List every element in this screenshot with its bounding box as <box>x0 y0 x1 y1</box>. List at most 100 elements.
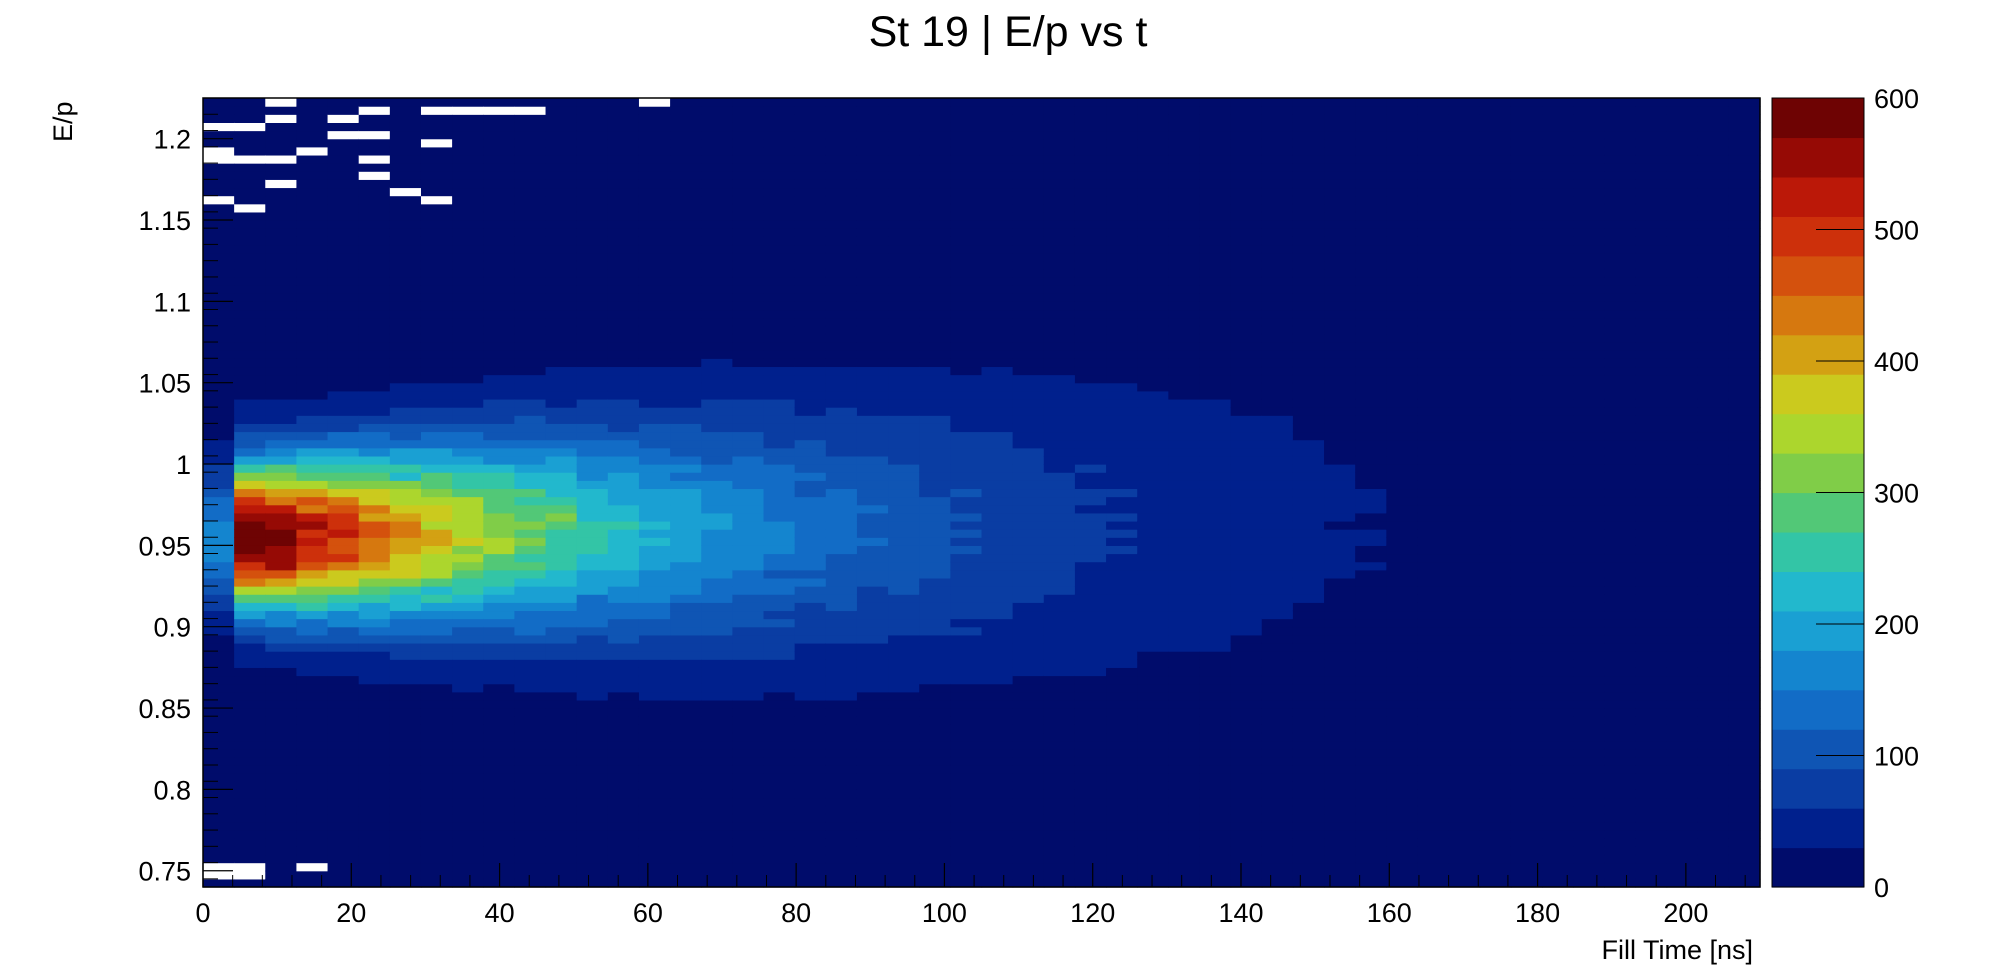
heatmap-cell <box>1479 122 1512 132</box>
heatmap-cell <box>607 748 640 758</box>
heatmap-cell <box>670 512 702 522</box>
heatmap-cell <box>888 846 920 856</box>
heatmap-cell <box>1479 407 1512 416</box>
heatmap-cell <box>1292 586 1325 595</box>
heatmap-cell <box>452 512 484 522</box>
heatmap-cell <box>794 667 827 677</box>
heatmap-cell <box>1728 276 1761 286</box>
heatmap-cell <box>1012 260 1045 270</box>
heatmap-cell <box>950 618 983 628</box>
heatmap-cell <box>1292 781 1325 790</box>
heatmap-cell <box>825 415 858 424</box>
heatmap-cell <box>1012 171 1045 180</box>
heatmap-cell <box>1448 577 1481 587</box>
heatmap-cell <box>296 333 329 343</box>
heatmap-cell <box>701 439 733 449</box>
heatmap-cell <box>1479 830 1512 839</box>
heatmap-cell <box>763 195 796 205</box>
heatmap-cell <box>607 407 640 416</box>
heatmap-cell <box>763 773 796 782</box>
heatmap-cell <box>919 773 951 782</box>
heatmap-cell <box>1074 651 1107 660</box>
heatmap-cell <box>1510 797 1543 807</box>
heatmap-cell <box>576 651 609 660</box>
heatmap-cell <box>203 252 235 262</box>
heatmap-cell <box>1510 805 1543 815</box>
heatmap-cell <box>701 138 733 148</box>
heatmap-cell <box>1604 342 1637 351</box>
heatmap-cell <box>1230 138 1263 148</box>
heatmap-cell <box>1137 276 1169 286</box>
heatmap-cell <box>1324 520 1356 530</box>
heatmap-cell <box>1355 195 1387 205</box>
heatmap-cell <box>701 106 733 115</box>
heatmap-cell <box>389 228 422 237</box>
heatmap-cell <box>358 797 391 807</box>
heatmap-cell <box>452 520 484 530</box>
heatmap-cell <box>1386 366 1419 376</box>
heatmap-cell <box>1355 488 1387 498</box>
heatmap-cell <box>856 317 889 327</box>
heatmap-cell <box>452 854 484 864</box>
heatmap-cell <box>1666 773 1699 782</box>
heatmap-cell <box>638 651 671 660</box>
heatmap-cell <box>1510 122 1543 132</box>
heatmap-cell <box>234 569 266 579</box>
heatmap-cell <box>794 561 827 571</box>
heatmap-cell <box>1012 496 1045 506</box>
heatmap-cell <box>825 569 858 579</box>
heatmap-cell <box>358 163 391 172</box>
heatmap-cell <box>296 610 329 620</box>
heatmap-cell <box>1510 683 1543 693</box>
heatmap-cell <box>1479 203 1512 213</box>
heatmap-cell <box>1230 586 1263 595</box>
heatmap-cell <box>763 301 796 311</box>
heatmap-cell <box>856 154 889 164</box>
heatmap-cell <box>1292 260 1325 270</box>
heatmap-cell <box>1573 439 1605 449</box>
heatmap-cell <box>732 252 765 262</box>
heatmap-cell <box>1106 114 1138 123</box>
heatmap-cell <box>1168 464 1201 473</box>
heatmap-cell <box>1355 830 1387 839</box>
heatmap-cell <box>514 228 547 237</box>
heatmap-cell <box>1728 854 1761 864</box>
heatmap-cell <box>919 472 951 481</box>
heatmap-cell <box>265 781 298 790</box>
heatmap-cell <box>1573 146 1605 156</box>
heatmap-cell <box>1106 431 1138 441</box>
heatmap-cell <box>483 350 515 359</box>
heatmap-cell <box>670 260 702 270</box>
heatmap-cell <box>1417 594 1450 603</box>
heatmap-cell <box>265 211 298 221</box>
heatmap-cell <box>950 366 983 376</box>
heatmap-cell <box>607 561 640 571</box>
heatmap-cell <box>1728 171 1761 180</box>
heatmap-cell <box>514 423 547 433</box>
heatmap-cell <box>1012 626 1045 636</box>
heatmap-cell <box>327 561 360 571</box>
heatmap-cell <box>607 708 640 717</box>
heatmap-cell <box>794 464 827 473</box>
heatmap-cell <box>888 171 920 180</box>
heatmap-cell <box>234 748 266 758</box>
heatmap-cell <box>576 773 609 782</box>
heatmap-cell <box>1479 309 1512 319</box>
heatmap-cell <box>265 561 298 571</box>
heatmap-cell <box>1168 529 1201 538</box>
heatmap-cell <box>607 431 640 441</box>
heatmap-cell <box>1199 260 1232 270</box>
heatmap-cell <box>1635 740 1668 750</box>
heatmap-cell <box>420 716 453 725</box>
heatmap-cell <box>1510 659 1543 668</box>
heatmap-cell <box>981 260 1014 270</box>
heatmap-cell <box>1635 358 1668 368</box>
heatmap-cell <box>1012 276 1045 286</box>
heatmap-cell <box>763 764 796 774</box>
heatmap-cell <box>701 260 733 270</box>
heatmap-cell <box>1012 439 1045 449</box>
heatmap-cell <box>732 740 765 750</box>
heatmap-cell <box>327 789 360 799</box>
heatmap-cell <box>1199 626 1232 636</box>
heatmap-cell <box>203 846 235 856</box>
